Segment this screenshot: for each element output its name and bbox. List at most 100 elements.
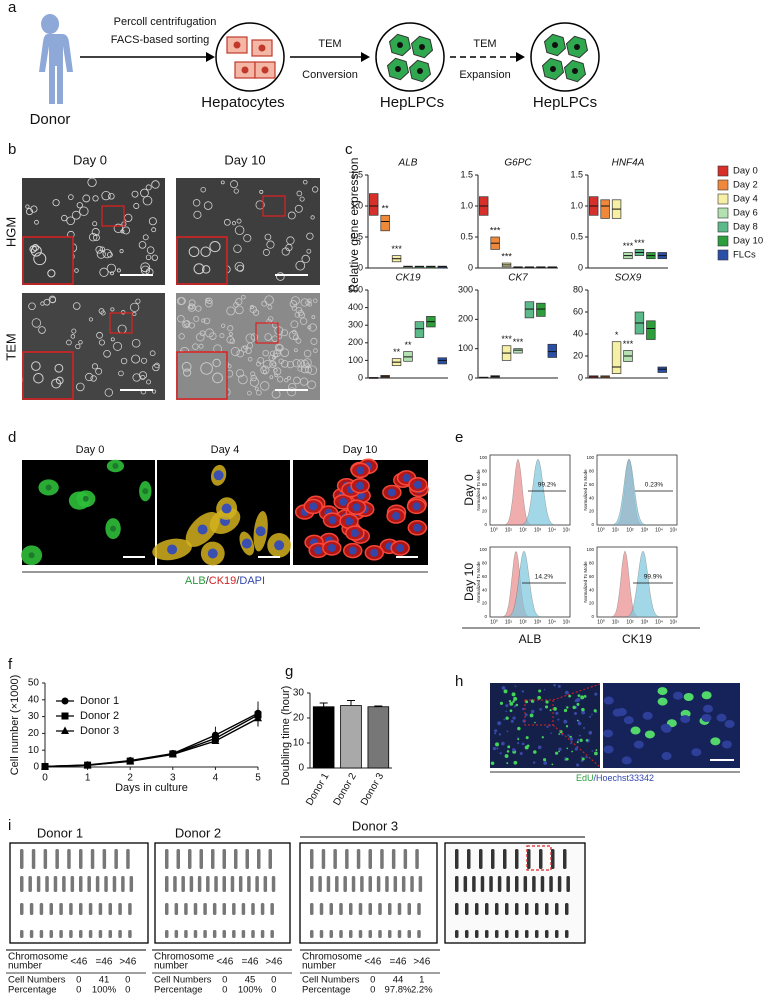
y-tick-label: 1.5	[460, 169, 473, 179]
legend-label: Day 2	[733, 180, 758, 191]
micrograph-cell	[78, 340, 83, 345]
chromosome	[356, 849, 361, 869]
flow-x-tick: 10⁵	[670, 619, 678, 625]
micrograph-cell	[93, 234, 100, 242]
y-tick-label: 1.0	[570, 200, 583, 210]
nucleus	[505, 704, 509, 708]
chromosome	[270, 930, 274, 938]
y-axis-label: Cell number (×1000)	[9, 675, 21, 776]
micrograph-cell	[280, 329, 289, 337]
nucleus	[507, 745, 511, 749]
nucleus	[370, 548, 379, 557]
micrograph-cell	[192, 199, 201, 207]
series-line	[44, 714, 259, 768]
chromosome	[95, 876, 100, 892]
nucleus	[576, 702, 580, 706]
flow-x-tick: 10⁴	[548, 619, 556, 625]
box	[547, 343, 557, 358]
chromosome	[104, 876, 108, 892]
micrograph-cell	[301, 254, 310, 264]
nucleus	[577, 694, 581, 698]
chromosome	[368, 849, 372, 869]
step-label: TEM	[473, 38, 496, 50]
chromosome	[535, 903, 539, 915]
chromosome	[388, 930, 392, 938]
chromosome	[118, 903, 122, 915]
x-tick-label: 5	[255, 773, 261, 784]
nucleus	[555, 751, 559, 755]
chromosome	[345, 849, 349, 869]
box	[657, 366, 667, 373]
micrograph-cell	[243, 234, 252, 243]
table-cell: 0	[271, 975, 276, 986]
chromosome	[62, 876, 66, 892]
nucleus	[585, 739, 589, 742]
nucleus	[509, 702, 514, 706]
flow-y-tick: 100	[479, 455, 487, 460]
panel-letter: d	[8, 429, 16, 446]
chromosome	[173, 876, 177, 892]
step-label: Percoll centrifugation	[114, 16, 217, 28]
micrograph-cell	[133, 202, 140, 209]
chromosome	[43, 849, 48, 869]
flow-y-tick: 20	[589, 601, 595, 606]
box	[524, 301, 535, 319]
chromosome	[193, 930, 198, 938]
y-tick-label: 0.5	[350, 231, 363, 241]
chromosome	[540, 876, 545, 892]
micrograph-cell	[66, 216, 75, 226]
chromosome	[475, 930, 479, 938]
chromosome	[129, 876, 134, 892]
micrograph-cell	[276, 272, 285, 281]
inset-cell	[200, 246, 211, 257]
micrograph-cell	[145, 254, 152, 261]
chromosome	[495, 903, 499, 915]
legend-label: Day 6	[733, 208, 758, 219]
y-tick-label: 0.5	[570, 231, 583, 241]
nucleus	[501, 741, 505, 746]
nucleus	[576, 763, 580, 767]
table-header: <46	[70, 957, 87, 968]
nucleus	[543, 761, 548, 765]
inset-cell	[182, 368, 192, 377]
micrograph-cell	[146, 379, 152, 385]
micrograph-cell	[100, 310, 106, 316]
nucleus	[387, 488, 396, 497]
significance: *	[615, 330, 619, 340]
nucleus	[396, 544, 405, 553]
chromosome	[98, 930, 103, 938]
zoom-box	[262, 195, 286, 217]
chromosome	[20, 930, 24, 938]
micrograph-cell	[151, 389, 157, 394]
chromosome	[310, 849, 314, 869]
inset-cell	[200, 362, 213, 375]
cell-circle	[375, 22, 445, 92]
cell-nucleus	[550, 66, 556, 72]
table-cell: 1	[419, 975, 424, 986]
box	[600, 199, 610, 219]
micrograph-cell	[306, 232, 314, 240]
table-header: =46	[390, 957, 407, 968]
micrograph-cell	[48, 295, 57, 303]
step-label: TEM	[318, 38, 341, 50]
table-header: =46	[96, 957, 113, 968]
panel-letter: e	[455, 429, 463, 446]
chromosome	[319, 930, 324, 938]
micrograph-cell	[188, 303, 195, 310]
inset-cell	[188, 246, 200, 258]
donor-title: Donor 2	[175, 825, 221, 840]
chromosome	[333, 849, 337, 869]
nucleus	[529, 713, 534, 718]
nucleus	[497, 721, 502, 726]
micrograph-cell	[275, 343, 283, 352]
nucleus	[505, 710, 508, 713]
micrograph-cell	[85, 372, 94, 382]
micrograph-cell	[203, 317, 211, 325]
table-header: Chromosome	[8, 952, 68, 963]
chromosome	[329, 903, 333, 915]
chromosome	[222, 876, 226, 892]
micrograph-cell	[38, 326, 46, 334]
chromosome	[121, 876, 125, 892]
micrograph-cell	[273, 352, 278, 358]
chromosome	[358, 903, 363, 915]
